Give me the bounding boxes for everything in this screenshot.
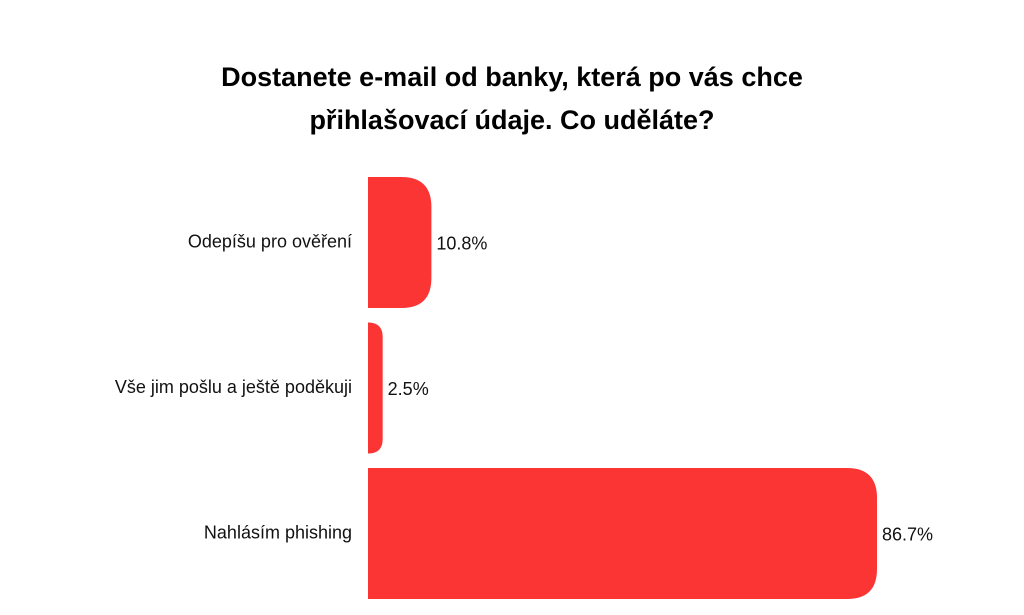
bar bbox=[368, 177, 432, 308]
value-label: 2.5% bbox=[388, 379, 429, 399]
bar bbox=[368, 322, 383, 454]
bar bbox=[368, 468, 877, 599]
category-label: Vše jim pošlu a ještě poděkuji bbox=[115, 377, 352, 397]
value-label: 10.8% bbox=[436, 233, 487, 253]
category-label: Nahlásím phishing bbox=[204, 522, 352, 542]
category-label: Odepíšu pro ověření bbox=[188, 231, 352, 251]
value-label: 86.7% bbox=[882, 524, 933, 544]
chart-title: Dostanete e-mail od banky, která po vás … bbox=[221, 62, 803, 135]
